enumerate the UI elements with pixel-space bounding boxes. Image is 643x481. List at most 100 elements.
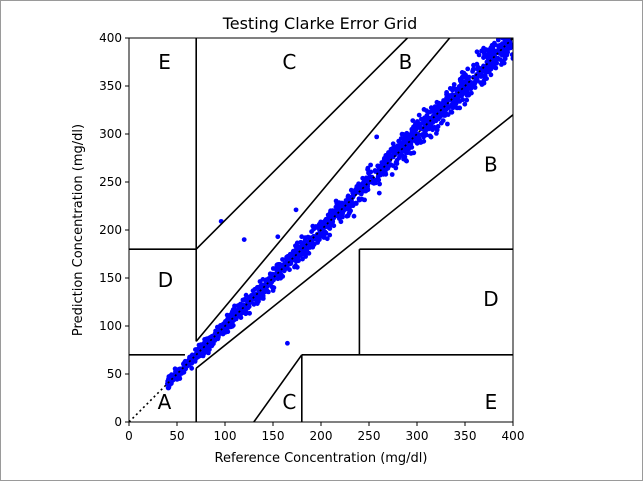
data-point (481, 55, 486, 60)
data-point (405, 137, 411, 142)
y-tick-label: 200 (99, 223, 122, 237)
data-point (254, 300, 260, 306)
data-point (377, 181, 382, 187)
y-tick-label: 400 (99, 31, 122, 45)
x-tick-label: 0 (125, 429, 133, 443)
data-point (336, 203, 342, 209)
data-point (445, 104, 451, 109)
data-point (416, 121, 422, 127)
data-point (492, 40, 497, 46)
data-point (464, 92, 470, 98)
y-tick-label: 100 (99, 319, 122, 333)
data-point (426, 126, 432, 132)
data-point (246, 302, 252, 308)
zone-boundaries (129, 38, 513, 422)
zone-labels: A B B C C D D E E (158, 50, 499, 414)
data-point (474, 77, 480, 83)
identity-line (129, 38, 513, 422)
data-point (183, 359, 189, 365)
data-point (235, 303, 241, 308)
data-point (422, 119, 427, 125)
data-point (309, 229, 314, 235)
data-point (275, 276, 281, 282)
data-point (198, 342, 204, 348)
x-axis-label: Reference Concentration (mg/dl) (215, 451, 428, 466)
data-point (341, 201, 346, 207)
data-point (381, 162, 386, 167)
data-point (383, 171, 389, 177)
data-point (416, 136, 421, 141)
data-point (202, 337, 208, 342)
data-point (368, 169, 374, 175)
data-point (504, 46, 509, 52)
data-point (471, 66, 476, 72)
data-point (309, 235, 315, 241)
zone-boundary-line (253, 354, 303, 422)
data-point (404, 158, 409, 164)
data-point (250, 288, 256, 294)
data-point (390, 163, 396, 169)
data-point (460, 97, 466, 103)
y-axis: 0 50 100 150 200 250 300 350 400 (99, 31, 129, 429)
scatter-points (165, 38, 513, 391)
data-point (285, 255, 291, 260)
data-point (465, 85, 470, 91)
data-point (432, 124, 437, 130)
data-point (481, 63, 486, 69)
data-point (451, 82, 457, 87)
data-point (362, 178, 367, 184)
data-point (487, 53, 492, 59)
data-point (283, 261, 289, 266)
data-point (508, 45, 513, 51)
data-point (198, 353, 204, 358)
data-point (193, 347, 199, 353)
data-point (351, 213, 357, 219)
data-point (472, 85, 478, 90)
data-point (340, 214, 345, 220)
zone-label-e: E (158, 50, 171, 74)
data-point (303, 248, 309, 254)
data-point (435, 124, 441, 129)
y-tick-label: 300 (99, 127, 122, 141)
data-point (187, 354, 192, 360)
data-point (499, 41, 505, 47)
zone-boundary-line (195, 38, 451, 342)
data-point (374, 134, 380, 140)
data-point (271, 285, 277, 291)
data-point (451, 100, 456, 105)
data-point (282, 265, 288, 271)
x-tick-label: 100 (214, 429, 237, 443)
data-point (430, 107, 435, 113)
data-point (270, 273, 275, 279)
data-point (440, 100, 446, 105)
data-point (454, 105, 459, 110)
data-point (375, 163, 381, 169)
data-point (474, 66, 480, 72)
data-point (417, 125, 423, 131)
data-point (469, 90, 474, 96)
data-point (461, 70, 467, 76)
data-point (400, 153, 406, 159)
data-point (293, 207, 299, 213)
data-point (439, 104, 444, 110)
data-point (405, 144, 411, 150)
data-point (224, 322, 230, 328)
x-tick-label: 400 (502, 429, 525, 443)
x-tick-label: 350 (454, 429, 477, 443)
data-point (428, 134, 434, 140)
data-point (419, 139, 424, 145)
y-tick-label: 150 (99, 271, 122, 285)
data-point (459, 74, 465, 80)
data-point (336, 207, 341, 213)
data-point (443, 111, 449, 117)
y-tick-label: 250 (99, 175, 122, 189)
data-point (204, 345, 209, 351)
zone-label-b: B (484, 153, 498, 177)
data-point (220, 331, 226, 337)
data-point (454, 87, 460, 92)
zone-label-d: D (483, 287, 498, 311)
data-point (260, 296, 266, 301)
data-point (251, 292, 256, 298)
zone-boundary-line (195, 38, 408, 250)
